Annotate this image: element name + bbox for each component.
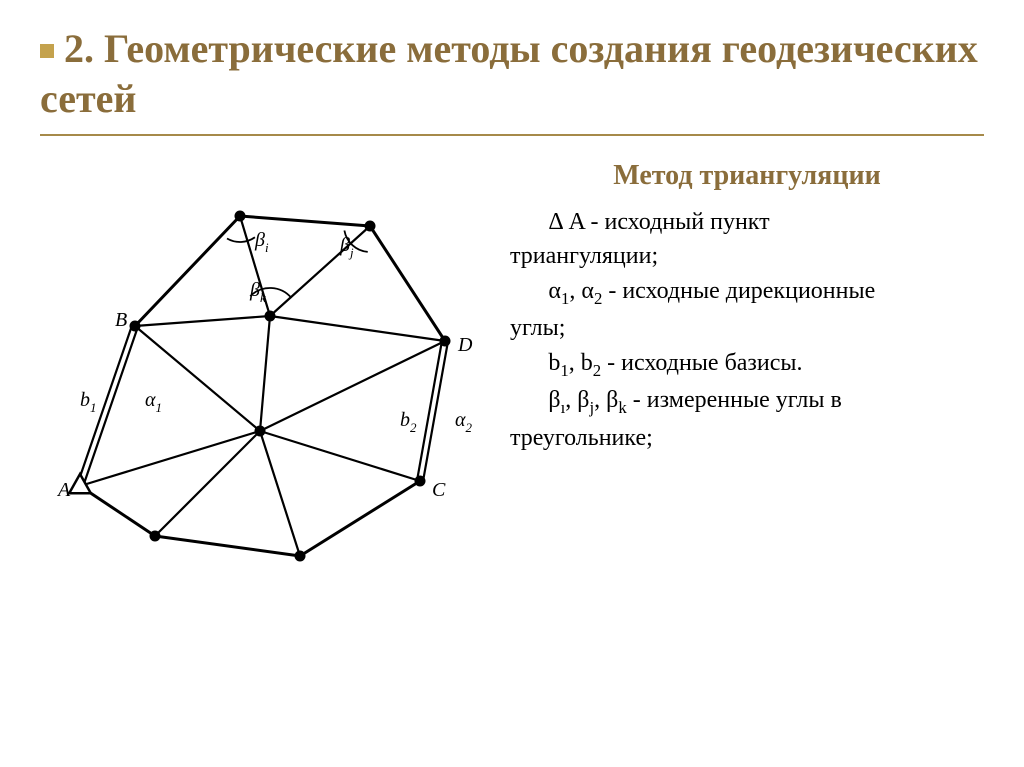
d2d: углы; xyxy=(510,315,565,341)
svg-text:b2: b2 xyxy=(400,409,417,435)
subtitle: Метод триангуляции xyxy=(510,160,984,192)
desc-1b: триангуляции; xyxy=(510,243,658,269)
desc-line-1b: триангуляции; xyxy=(510,240,984,272)
desc-line-4: βı, βj, βk - измеренные углы в xyxy=(510,384,984,419)
svg-text:βj: βj xyxy=(339,234,354,260)
desc-line-4b: треугольнике; xyxy=(510,422,984,454)
svg-text:b1: b1 xyxy=(80,389,97,415)
triangulation-diagram: A B D Cb1 b2 α1 α2 βi βj βk xyxy=(40,156,500,596)
d2b: , α xyxy=(569,278,594,304)
slide: 2. Геометрические методы создания геодез… xyxy=(0,0,1024,767)
text-column: Метод триангуляции Δ A - исходный пункт … xyxy=(500,156,984,456)
desc-line-2b: углы; xyxy=(510,312,984,344)
title-bullet-icon xyxy=(40,44,54,58)
d3s1: 1 xyxy=(560,360,568,379)
content-row: ABDCb1b2α1α2βiβjβk Метод триангуляции Δ … xyxy=(40,156,984,601)
desc-1a: Δ A - исходный пункт xyxy=(548,209,769,235)
d4a: β xyxy=(548,387,560,413)
desc-line-2: α1, α2 - исходные дирекционные xyxy=(510,275,984,310)
d3s2: 2 xyxy=(593,360,601,379)
d4d: - измеренные углы в xyxy=(627,387,842,413)
svg-text:βk: βk xyxy=(249,279,266,305)
d4e: треугольнике; xyxy=(510,425,653,451)
desc-line-3: b1, b2 - исходные базисы. xyxy=(510,347,984,382)
d3b: , b xyxy=(569,350,593,376)
d4b: , β xyxy=(565,387,589,413)
title-text: 2. Геометрические методы создания геодез… xyxy=(40,26,978,121)
svg-text:C: C xyxy=(432,479,446,501)
svg-text:A: A xyxy=(56,479,71,501)
d4s3: k xyxy=(618,398,626,417)
svg-text:B: B xyxy=(115,309,127,331)
desc-line-1: Δ A - исходный пункт xyxy=(510,206,984,238)
svg-text:α1: α1 xyxy=(145,389,162,415)
d4c: , β xyxy=(594,387,618,413)
svg-text:βi: βi xyxy=(254,229,269,255)
diagram-container: A B D Cb1 b2 α1 α2 βi βj βk xyxy=(40,156,500,601)
d2a: α xyxy=(548,278,561,304)
svg-text:α2: α2 xyxy=(455,409,473,435)
slide-title: 2. Геометрические методы создания геодез… xyxy=(40,24,984,136)
svg-text:D: D xyxy=(457,334,473,356)
d2c: - исходные дирекционные xyxy=(602,278,875,304)
d3c: - исходные базисы. xyxy=(601,350,802,376)
d3a: b xyxy=(548,350,560,376)
